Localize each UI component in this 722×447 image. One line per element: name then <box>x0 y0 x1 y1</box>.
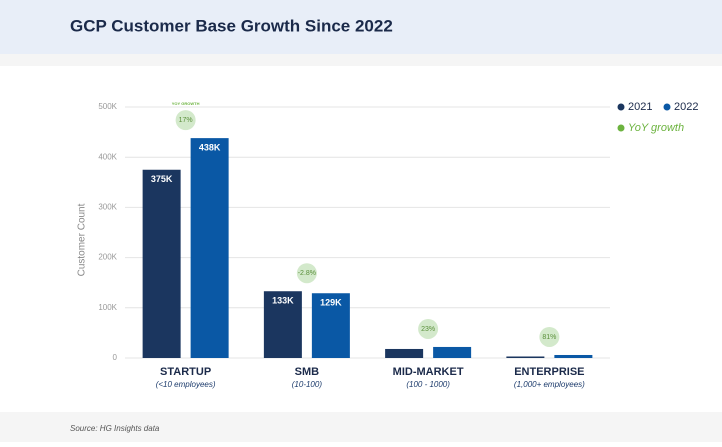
value-label: 438K <box>199 142 221 152</box>
y-tick-label: 500K <box>98 102 117 111</box>
x-sub-label: (1,000+ employees) <box>514 380 585 389</box>
x-tick-label: STARTUP <box>160 366 211 378</box>
yoy-label: 23% <box>421 326 435 333</box>
bar <box>263 291 302 358</box>
header-band <box>0 0 722 54</box>
bar <box>433 346 472 358</box>
value-label: 133K <box>272 296 294 306</box>
x-tick-label: MID-MARKET <box>393 366 464 378</box>
x-tick-label: SMB <box>295 366 320 378</box>
footer-band <box>0 412 722 442</box>
value-label: 129K <box>320 298 342 308</box>
yoy-annotation: YOY GROWTH <box>172 101 200 106</box>
yoy-label: 17% <box>179 117 193 124</box>
x-tick-label: ENTERPRISE <box>514 366 584 378</box>
x-sub-label: (100 - 1000) <box>406 380 450 389</box>
y-axis-title: Customer Count <box>77 203 88 276</box>
bar <box>311 293 350 358</box>
y-tick-label: 300K <box>98 203 117 212</box>
y-tick-label: 200K <box>98 253 117 262</box>
legend-swatch <box>663 103 671 111</box>
x-sub-label: (<10 employees) <box>156 380 216 389</box>
y-tick-label: 0 <box>113 353 118 362</box>
spacer <box>0 54 722 66</box>
bar <box>506 356 545 358</box>
bar <box>385 348 424 358</box>
legend-swatch <box>617 103 625 111</box>
y-tick-label: 400K <box>98 152 117 161</box>
source: Source: HG Insights data <box>70 424 160 433</box>
legend-swatch <box>617 124 625 132</box>
x-sub-label: (10-100) <box>292 380 323 389</box>
legend-label: YoY growth <box>628 122 684 134</box>
yoy-label: 81% <box>542 334 556 341</box>
legend-label: 2022 <box>674 101 698 113</box>
legend-label: 2021 <box>628 101 652 113</box>
yoy-bubble <box>418 318 439 339</box>
yoy-label: -2.8% <box>298 270 316 277</box>
yoy-bubble <box>175 110 196 131</box>
value-label: 375K <box>151 174 173 184</box>
yoy-bubble <box>296 263 317 284</box>
yoy-bubble <box>539 326 560 347</box>
y-tick-label: 100K <box>98 303 117 312</box>
bar <box>190 138 229 358</box>
bar <box>142 169 181 358</box>
chart-title: GCP Customer Base Growth Since 2022 <box>70 16 393 35</box>
bar <box>554 354 593 358</box>
